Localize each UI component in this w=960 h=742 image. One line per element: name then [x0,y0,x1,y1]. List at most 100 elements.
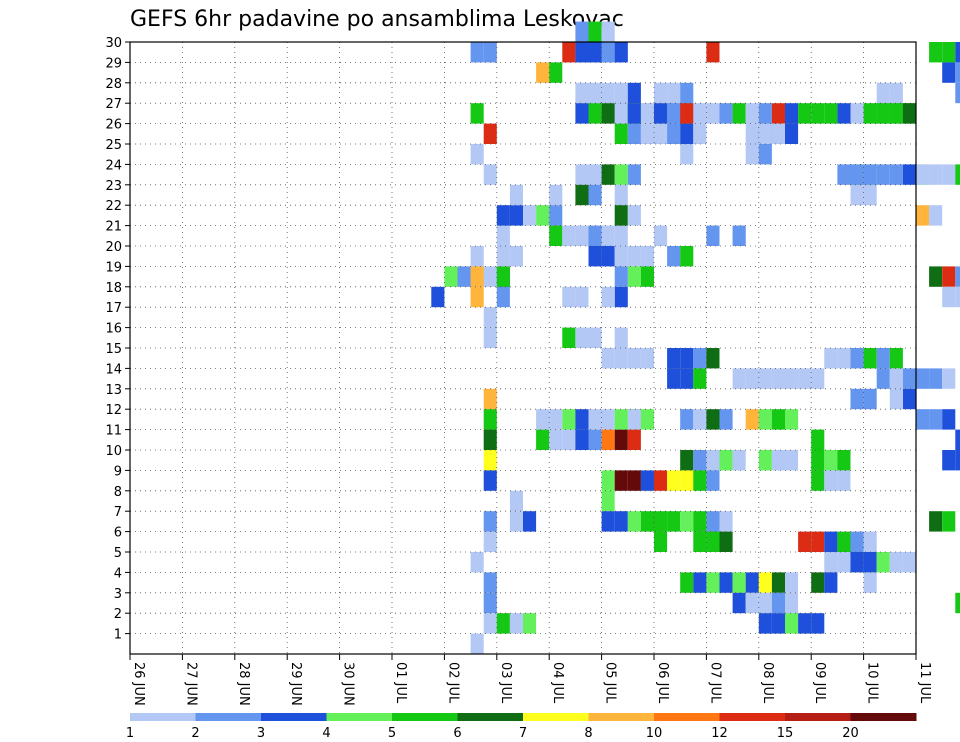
precip-cell [640,348,654,369]
precip-cell [523,205,537,226]
precip-cell [811,613,825,634]
precip-cell [758,123,772,144]
colorbar-swatch [588,713,655,721]
precip-cell [575,21,589,42]
cells-layer [431,21,960,654]
precip-cell [719,103,733,124]
precip-cell [837,531,851,552]
precip-cell [470,286,484,308]
precip-cell [916,205,930,226]
precip-cell [575,42,589,63]
precip-cell [575,225,589,246]
colorbar-label: 12 [711,726,728,741]
precip-cell [942,409,956,430]
precip-cell [614,429,628,450]
precip-cell [680,511,694,532]
precip-cell [850,184,864,206]
x-tick-label: 30 JUN [341,662,356,706]
precip-cell [942,42,956,63]
precip-cell [575,429,589,450]
precip-cell [955,592,960,614]
precip-cell [614,246,628,267]
colorbar-swatch [457,713,524,721]
precip-cell [536,409,550,430]
precip-cell [667,368,681,389]
y-tick-label: 19 [105,260,122,275]
precip-cell [745,409,759,430]
precip-cell [614,511,628,532]
precip-cell [758,144,772,165]
precip-cell [824,552,838,573]
precip-cell [509,246,523,267]
y-axis: 1234567891011121314151617181920212223242… [105,36,130,643]
precip-cell [745,144,759,165]
precip-cell [771,123,785,144]
precip-cell [483,266,497,287]
x-tick-label: 05 JUL [603,662,618,704]
precip-cell [614,409,628,430]
precip-cell [654,103,668,124]
y-tick-label: 20 [105,240,122,255]
precip-cell [654,531,668,552]
precip-cell [693,572,707,593]
precip-cell [470,266,484,287]
precip-cell [706,511,720,532]
precip-cell [889,103,903,124]
precip-cell [824,348,838,369]
precip-cell [627,511,641,532]
precip-cell [444,266,458,287]
precip-cell [614,327,628,348]
precip-cell [863,388,877,410]
precip-cell [680,368,694,389]
precip-cell [601,103,615,124]
precip-cell [509,205,523,226]
precip-cell [929,164,943,185]
precip-cell [693,409,707,430]
precip-cell [680,470,694,491]
precip-cell [680,82,694,104]
y-tick-label: 28 [105,77,122,92]
precip-cell [549,429,563,450]
colorbar-swatch [195,713,262,721]
precip-cell [549,184,563,206]
precip-cell [680,246,694,267]
precip-cell [745,368,759,389]
precip-cell [588,184,602,206]
precip-cell [575,82,589,104]
x-tick-label: 26 JUN [131,662,146,706]
precip-cell [588,82,602,104]
colorbar-label: 8 [584,726,592,741]
precip-cell [811,368,825,389]
precip-cell [483,531,497,552]
precip-cell [758,368,772,389]
x-tick-label: 11 JUL [917,662,932,704]
x-axis: 26 JUN 27 JUN 28 JUN 29 JUN 30 JUN 01 JUL 02 J… [129,654,932,706]
y-tick-label: 12 [105,403,122,418]
precip-cell [771,368,785,389]
precip-cell [562,429,576,450]
precip-cell [785,368,799,389]
precip-cell [824,531,838,552]
y-tick-label: 7 [114,505,122,520]
precip-cell [627,348,641,369]
y-tick-label: 2 [114,607,122,622]
precip-cell [837,450,851,471]
precip-cell [824,572,838,593]
precip-cell [942,266,956,287]
precip-cell [575,164,589,185]
precip-cell [902,388,916,410]
precip-cell [496,205,510,226]
precip-cell [706,42,720,63]
precip-cell [627,164,641,185]
precip-cell [627,470,641,491]
precip-cell [693,123,707,144]
precip-cell [588,409,602,430]
y-tick-label: 3 [114,587,122,602]
precip-cell [601,42,615,63]
precip-cell [509,613,523,634]
precip-cell [614,184,628,206]
precip-cell [667,103,681,124]
precip-cell [916,368,930,389]
precip-cell [916,409,930,430]
precip-cell [601,164,615,185]
